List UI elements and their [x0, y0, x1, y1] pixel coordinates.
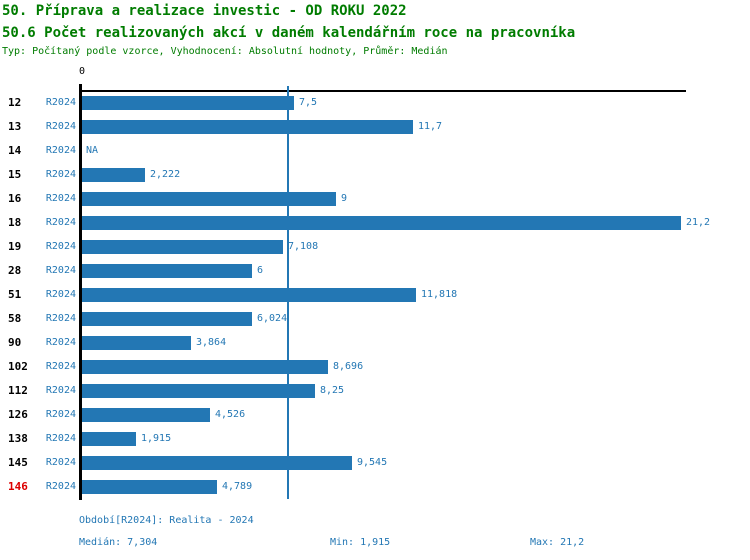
- row-id-label: 13: [8, 120, 22, 133]
- value-label: 11,818: [421, 289, 458, 300]
- chart-row: 146 R2024 4,789: [0, 475, 750, 499]
- chart-row: 58 R2024 6,024: [0, 307, 750, 331]
- row-id-label: 19: [8, 240, 22, 253]
- value-label: 4,526: [215, 409, 246, 420]
- chart-row: 12 R2024 7,5: [0, 91, 750, 115]
- footer-period-caption: Období[R2024]: Realita - 2024: [79, 515, 254, 526]
- row-period-label: R2024: [45, 457, 76, 468]
- value-label: 7,5: [299, 97, 318, 108]
- chart-row: 112 R2024 8,25: [0, 379, 750, 403]
- value-label: 1,915: [141, 433, 172, 444]
- value-label: NA: [86, 145, 99, 156]
- footer-min-stat: Min: 1,915: [330, 537, 391, 548]
- chart-row: 15 R2024 2,222: [0, 163, 750, 187]
- row-id-label: 51: [8, 288, 22, 301]
- value-bar: [82, 96, 294, 110]
- report-title-line2: 50.6 Počet realizovaných akcí v daném ka…: [2, 25, 576, 41]
- row-id-label: 15: [8, 168, 22, 181]
- chart-row: 19 R2024 7,108: [0, 235, 750, 259]
- value-label: 6,024: [257, 313, 288, 324]
- footer-median-stat: Medián: 7,304: [79, 537, 158, 548]
- chart-row: 145 R2024 9,545: [0, 451, 750, 475]
- value-label: 8,25: [320, 385, 345, 396]
- row-id-label: 102: [8, 360, 28, 373]
- value-label: 7,108: [288, 241, 319, 252]
- value-label: 4,789: [222, 481, 253, 492]
- chart-row: 138 R2024 1,915: [0, 427, 750, 451]
- value-label: 3,864: [196, 337, 227, 348]
- bar-chart: 12 R2024 7,5 13 R2024 11,7 14 R2024 NA 15 R2024 2,2…: [0, 91, 750, 499]
- chart-row: 13 R2024 11,7: [0, 115, 750, 139]
- row-period-label: R2024: [45, 145, 76, 156]
- axis-zero-tick-label: 0: [78, 66, 86, 77]
- row-id-label: 28: [8, 264, 22, 277]
- row-id-label: 14: [8, 144, 22, 157]
- row-id-label: 12: [8, 96, 22, 109]
- chart-row: 14 R2024 NA: [0, 139, 750, 163]
- value-bar: [82, 432, 136, 446]
- row-period-label: R2024: [45, 409, 76, 420]
- row-period-label: R2024: [45, 121, 76, 132]
- value-label: 6: [257, 265, 264, 276]
- chart-row: 16 R2024 9: [0, 187, 750, 211]
- chart-row: 126 R2024 4,526: [0, 403, 750, 427]
- row-period-label: R2024: [45, 169, 76, 180]
- row-id-label: 58: [8, 312, 22, 325]
- row-period-label: R2024: [45, 193, 76, 204]
- row-period-label: R2024: [45, 313, 76, 324]
- chart-row: 18 R2024 21,2: [0, 211, 750, 235]
- value-label: 8,696: [333, 361, 364, 372]
- value-bar: [82, 456, 352, 470]
- value-bar: [82, 192, 336, 206]
- chart-row: 51 R2024 11,818: [0, 283, 750, 307]
- chart-row: 28 R2024 6: [0, 259, 750, 283]
- row-id-label: 138: [8, 432, 28, 445]
- row-period-label: R2024: [45, 361, 76, 372]
- value-bar: [82, 120, 413, 134]
- value-bar: [82, 312, 252, 326]
- row-period-label: R2024: [45, 433, 76, 444]
- value-bar: [82, 360, 328, 374]
- footer-max-stat: Max: 21,2: [530, 537, 585, 548]
- value-label: 9: [341, 193, 348, 204]
- value-bar: [82, 384, 315, 398]
- chart-row: 102 R2024 8,696: [0, 355, 750, 379]
- row-id-label: 112: [8, 384, 28, 397]
- row-period-label: R2024: [45, 289, 76, 300]
- x-axis-top-line: [79, 90, 686, 92]
- row-period-label: R2024: [45, 337, 76, 348]
- value-bar: [82, 336, 191, 350]
- value-bar: [82, 240, 283, 254]
- value-bar: [82, 168, 145, 182]
- row-id-label: 126: [8, 408, 28, 421]
- report-title-line1: 50. Příprava a realizace investic - OD R…: [2, 3, 407, 19]
- value-bar: [82, 480, 217, 494]
- value-bar: [82, 264, 252, 278]
- row-id-label: 16: [8, 192, 22, 205]
- report-subtitle: Typ: Počítaný podle vzorce, Vyhodnocení:…: [2, 46, 448, 57]
- row-period-label: R2024: [45, 241, 76, 252]
- value-bar: [82, 288, 416, 302]
- value-bar: [82, 408, 210, 422]
- row-period-label: R2024: [45, 217, 76, 228]
- chart-row: 90 R2024 3,864: [0, 331, 750, 355]
- value-label: 2,222: [150, 169, 181, 180]
- value-label: 21,2: [686, 217, 711, 228]
- y-axis-line: [79, 84, 82, 500]
- value-label: 11,7: [418, 121, 443, 132]
- row-period-label: R2024: [45, 481, 76, 492]
- row-id-label: 90: [8, 336, 22, 349]
- row-period-label: R2024: [45, 265, 76, 276]
- value-label: 9,545: [357, 457, 388, 468]
- row-id-label: 145: [8, 456, 28, 469]
- value-bar: [82, 216, 681, 230]
- row-id-label: 18: [8, 216, 22, 229]
- row-id-label: 146: [8, 480, 28, 493]
- row-period-label: R2024: [45, 385, 76, 396]
- row-period-label: R2024: [45, 97, 76, 108]
